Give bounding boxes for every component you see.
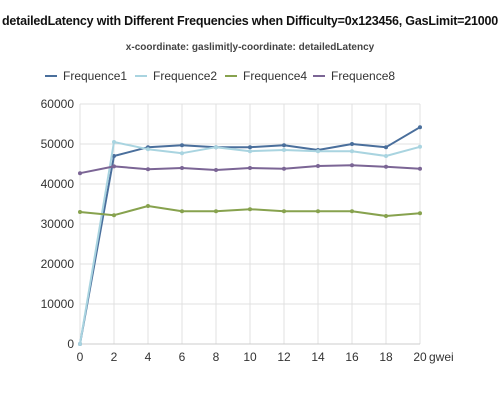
legend-label: Frequence1 (63, 69, 128, 83)
data-point-frequence1 (350, 142, 354, 146)
data-point-frequence1 (282, 143, 286, 148)
x-tick-label: 2 (111, 350, 118, 364)
data-point-frequence8 (248, 166, 252, 170)
x-tick-label: 16 (345, 350, 359, 364)
data-point-frequence2 (78, 342, 82, 346)
y-tick-label: 0 (67, 337, 74, 351)
data-point-frequence2 (146, 147, 150, 152)
data-point-frequence1 (112, 154, 116, 158)
x-tick-label: 6 (179, 350, 186, 364)
legend-item-frequence8[interactable]: Frequence8 (313, 66, 395, 86)
x-tick-label: 14 (311, 350, 325, 364)
data-point-frequence8 (214, 168, 218, 172)
data-point-frequence8 (316, 164, 320, 168)
data-point-frequence1 (180, 143, 184, 148)
legend: Frequence1 Frequence2 Frequence4 Frequen… (0, 66, 500, 86)
y-tick-label: 40000 (41, 177, 75, 191)
data-point-frequence4 (282, 209, 286, 214)
chart-title: detailedLatency with Different Frequenci… (1, 14, 499, 28)
data-point-frequence8 (146, 167, 150, 172)
data-point-frequence4 (418, 211, 422, 216)
data-point-frequence4 (214, 209, 218, 214)
data-point-frequence2 (350, 149, 354, 154)
x-tick-label: 12 (277, 350, 291, 364)
data-point-frequence4 (112, 213, 116, 218)
data-point-frequence2 (316, 149, 320, 154)
data-point-frequence4 (146, 204, 150, 208)
x-tick-label: 4 (145, 350, 152, 364)
data-point-frequence8 (418, 166, 422, 171)
legend-item-frequence4[interactable]: Frequence4 (225, 66, 307, 86)
legend-label: Frequence8 (331, 69, 396, 83)
data-point-frequence2 (282, 148, 286, 152)
data-point-frequence1 (248, 145, 252, 150)
y-tick-label: 50000 (41, 137, 75, 151)
legend-swatch (135, 75, 147, 77)
legend-item-frequence2[interactable]: Frequence2 (135, 66, 217, 86)
data-point-frequence4 (180, 209, 184, 214)
data-point-frequence4 (248, 207, 252, 212)
legend-swatch (313, 75, 325, 77)
legend-label: Frequence4 (243, 69, 308, 83)
data-point-frequence2 (384, 154, 388, 158)
x-tick-label: 18 (379, 350, 393, 364)
chart-subtitle: x-coordinate: gaslimit|y-coordinate: det… (125, 42, 375, 53)
legend-swatch (225, 75, 237, 77)
x-tick-label: 8 (213, 350, 220, 364)
data-point-frequence8 (350, 163, 354, 168)
x-tick-label: 0 (77, 350, 84, 364)
legend-swatch (45, 75, 57, 77)
x-tick-label: 10 (243, 350, 257, 364)
data-point-frequence8 (78, 171, 82, 176)
data-point-frequence8 (384, 164, 388, 169)
x-unit-label: gwei (429, 350, 454, 364)
legend-label: Frequence2 (153, 69, 218, 83)
y-tick-label: 10000 (41, 297, 75, 311)
data-point-frequence4 (78, 210, 82, 214)
data-point-frequence1 (418, 125, 422, 130)
data-point-frequence8 (112, 164, 116, 169)
data-point-frequence4 (316, 209, 320, 214)
data-point-frequence8 (282, 166, 286, 171)
y-tick-label: 60000 (41, 97, 75, 111)
x-tick-label: 20 (413, 350, 427, 364)
y-tick-label: 20000 (41, 257, 75, 271)
legend-item-frequence1[interactable]: Frequence1 (45, 66, 127, 86)
data-point-frequence2 (112, 140, 116, 144)
y-tick-label: 30000 (41, 217, 75, 231)
data-point-frequence4 (350, 209, 354, 214)
data-point-frequence4 (384, 214, 388, 218)
data-point-frequence2 (214, 145, 218, 150)
data-point-frequence2 (180, 151, 184, 156)
data-point-frequence8 (180, 166, 184, 170)
data-point-frequence2 (248, 149, 252, 154)
data-point-frequence1 (384, 145, 388, 150)
data-point-frequence2 (418, 144, 422, 149)
